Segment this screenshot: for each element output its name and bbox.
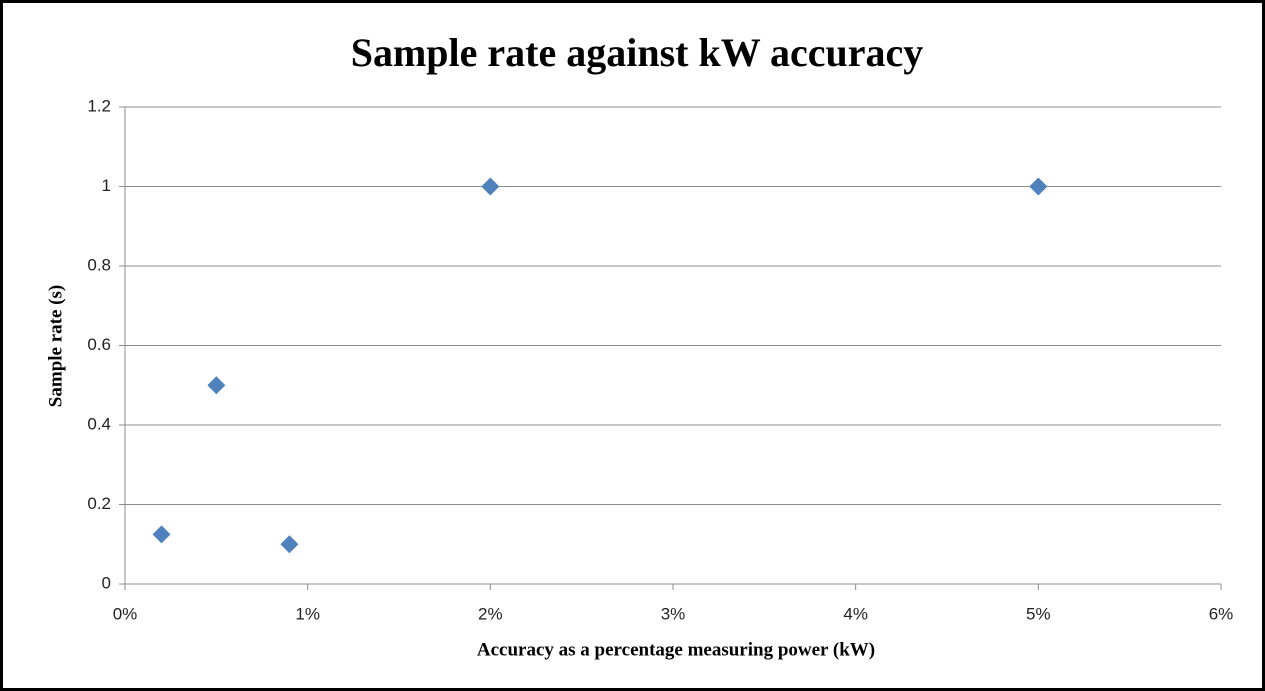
x-axis-label: Accuracy as a percentage measuring power… xyxy=(477,639,875,660)
y-tick-label: 1.2 xyxy=(87,96,111,115)
marker xyxy=(481,177,500,196)
y-axis-label: Sample rate (s) xyxy=(45,285,66,407)
y-tick-label: 0.6 xyxy=(87,335,111,354)
x-tick-label: 6% xyxy=(1209,604,1234,623)
marker xyxy=(152,525,171,544)
y-tick-label: 0.2 xyxy=(87,494,111,513)
x-tick-label: 2% xyxy=(478,604,503,623)
marker xyxy=(1029,177,1048,196)
x-tick-label: 0% xyxy=(113,604,138,623)
y-tick-label: 1 xyxy=(102,176,111,195)
x-tick-label: 1% xyxy=(295,604,320,623)
x-tick-label: 5% xyxy=(1026,604,1051,623)
y-tick-label: 0.8 xyxy=(87,255,111,274)
x-tick-label: 4% xyxy=(843,604,868,623)
y-tick-label: 0 xyxy=(102,573,111,592)
y-tick-label: 0.4 xyxy=(87,414,111,433)
x-tick-label: 3% xyxy=(661,604,686,623)
chart-title: Sample rate against kW accuracy xyxy=(351,30,924,75)
marker xyxy=(280,535,299,554)
marker xyxy=(207,376,226,395)
